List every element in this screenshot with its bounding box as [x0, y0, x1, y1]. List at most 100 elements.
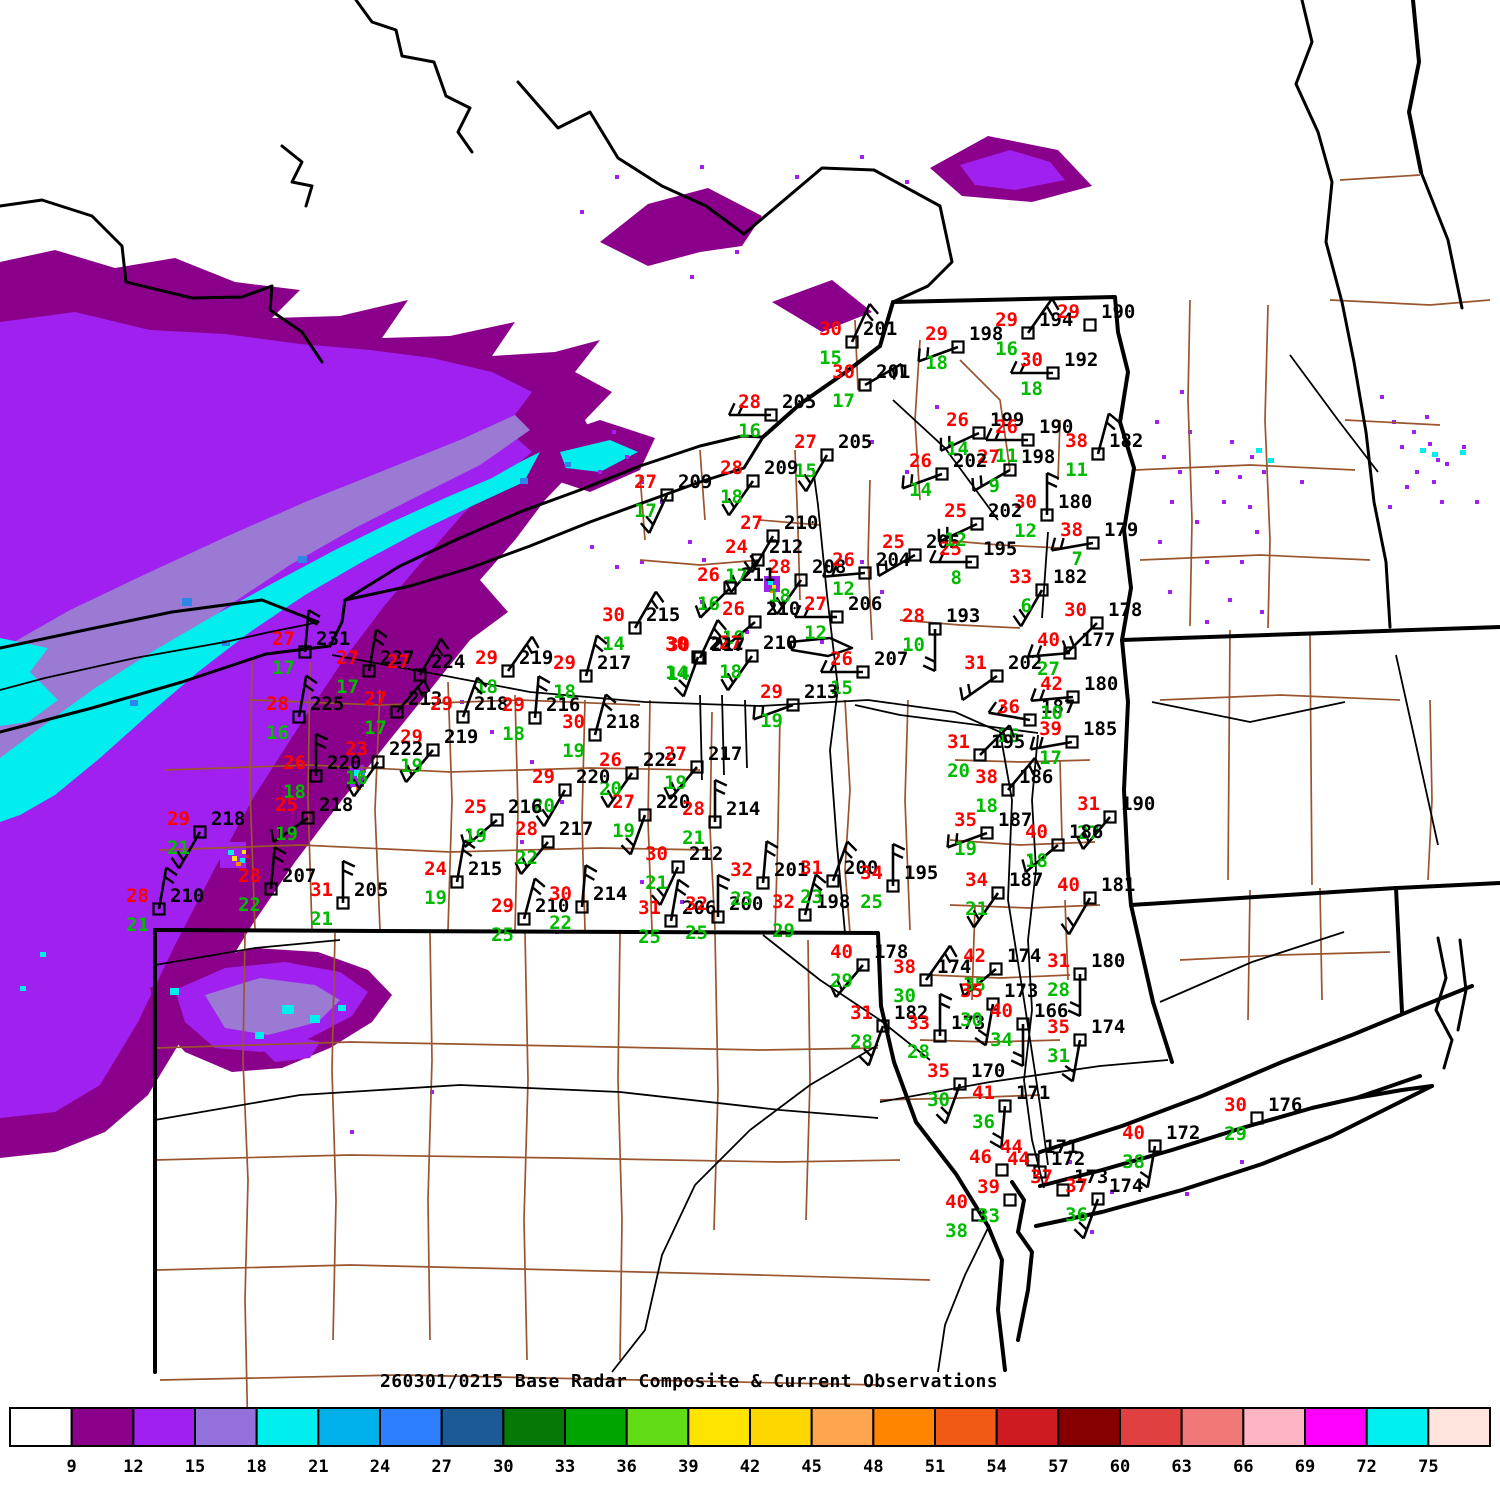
station-marker: [152, 902, 166, 916]
dewpoint-value: 14: [602, 633, 625, 655]
dewpoint-value: 28: [907, 1041, 930, 1063]
pressure-value: 190: [1101, 301, 1135, 323]
pressure-value: 218: [211, 808, 245, 830]
temperature-value: 27: [387, 651, 410, 673]
temperature-value: 34: [965, 869, 988, 891]
station-plot: 31 180 28: [1047, 950, 1125, 1018]
station-plot: 31 200 23: [800, 840, 878, 908]
station-marker: [886, 879, 900, 893]
temperature-value: 33: [907, 1012, 930, 1034]
station-marker: [638, 808, 652, 822]
station-marker: [371, 755, 385, 769]
station-plot: 28 205 16: [727, 391, 816, 442]
dewpoint-value: 21: [167, 837, 190, 859]
station-marker: [908, 548, 922, 562]
temperature-value: 30: [819, 318, 842, 340]
pressure-value: 209: [764, 457, 798, 479]
station-plot: 30 211 14: [665, 633, 743, 698]
station-marker: [973, 748, 987, 762]
station-plot: 46: [969, 1146, 1009, 1177]
dewpoint-value: 25: [638, 926, 661, 948]
dewpoint-value: 17: [336, 676, 359, 698]
station-marker: [1066, 690, 1080, 704]
pressure-value: 206: [848, 593, 882, 615]
station-marker: [1016, 1017, 1030, 1031]
station-plot: 40 178 29: [829, 941, 908, 999]
pressure-value: 198: [816, 891, 850, 913]
temperature-value: 42: [1040, 673, 1063, 695]
dewpoint-value: 23: [800, 886, 823, 908]
pressure-value: 205: [838, 431, 872, 453]
temperature-value: 36: [997, 696, 1020, 718]
dewpoint-value: 27: [1037, 658, 1060, 680]
pressure-value: 222: [643, 749, 677, 771]
station-plot: 40 172 38: [1122, 1122, 1200, 1189]
dewpoint-value: 17: [272, 657, 295, 679]
station-marker: [1021, 326, 1035, 340]
temperature-value: 38: [1065, 430, 1088, 452]
station-plot: 37 174 36: [1065, 1175, 1143, 1240]
station-plot: 30 176 29: [1224, 1094, 1302, 1145]
dewpoint-value: 18: [283, 781, 306, 803]
temperature-value: 27: [272, 628, 295, 650]
station-marker: [660, 488, 674, 502]
station-marker: [588, 728, 602, 742]
station-marker: [517, 912, 531, 926]
station-marker: [971, 1208, 985, 1222]
station-plot: 40 186 18: [1021, 821, 1103, 873]
pressure-value: 172: [1051, 1148, 1085, 1170]
station-marker: [935, 467, 949, 481]
temperature-value: 40: [990, 1000, 1013, 1022]
pressure-value: 173: [951, 1012, 985, 1034]
temperature-value: 30: [832, 361, 855, 383]
station-plot: 31 190 27: [1076, 793, 1155, 851]
dewpoint-value: 19: [275, 823, 298, 845]
station-plot: 27 205 15: [794, 431, 872, 493]
temperature-value: 27: [740, 512, 763, 534]
dewpoint-value: 16: [738, 420, 761, 442]
station-plot: 28 209 18: [720, 457, 798, 517]
station-marker: [1026, 1153, 1040, 1167]
pressure-value: 201: [876, 361, 910, 383]
dewpoint-value: 16: [345, 767, 368, 789]
colorbar-cell: [1119, 1407, 1183, 1447]
temperature-value: 35: [927, 1060, 950, 1082]
station-marker: [794, 573, 808, 587]
colorbar-cell: [564, 1407, 628, 1447]
pressure-value: 200: [729, 893, 763, 915]
dewpoint-value: 10: [902, 634, 925, 656]
pressure-value: 178: [874, 941, 908, 963]
colorbar-cell: [1057, 1407, 1122, 1447]
pressure-value: 178: [1108, 599, 1142, 621]
station-plot: 28 225 16: [266, 674, 344, 744]
temperature-value: 29: [475, 647, 498, 669]
dewpoint-value: 14: [909, 479, 932, 501]
dewpoint-value: 27: [1077, 822, 1100, 844]
dewpoint-value: 11: [1065, 459, 1088, 481]
temperature-value: 30: [562, 711, 585, 733]
station-marker: [301, 811, 315, 825]
dewpoint-value: 16: [697, 593, 720, 615]
station-marker: [858, 378, 872, 392]
station-plot: 30 212 21: [645, 843, 723, 906]
pressure-value: 195: [991, 731, 1025, 753]
pressure-value: 171: [1044, 1136, 1078, 1158]
temperature-value: 42: [963, 945, 986, 967]
station-marker: [972, 426, 986, 440]
station-marker: [986, 997, 1000, 1011]
temperature-value: 29: [167, 808, 190, 830]
temperature-value: 29: [430, 693, 453, 715]
temperature-value: 31: [947, 731, 970, 753]
temperature-value: 24: [424, 858, 447, 880]
station-plot: 38 182 11: [1065, 412, 1143, 481]
dewpoint-value: 19: [562, 740, 585, 762]
pressure-value: 220: [327, 752, 361, 774]
temperature-value: 31: [800, 857, 823, 879]
dewpoint-value: 36: [972, 1111, 995, 1133]
colorbar-cell: [70, 1407, 135, 1447]
colorbar-tick-label: 42: [740, 1457, 760, 1477]
colorbar-tick-label: 75: [1418, 1457, 1438, 1477]
temperature-value: 27: [364, 688, 387, 710]
